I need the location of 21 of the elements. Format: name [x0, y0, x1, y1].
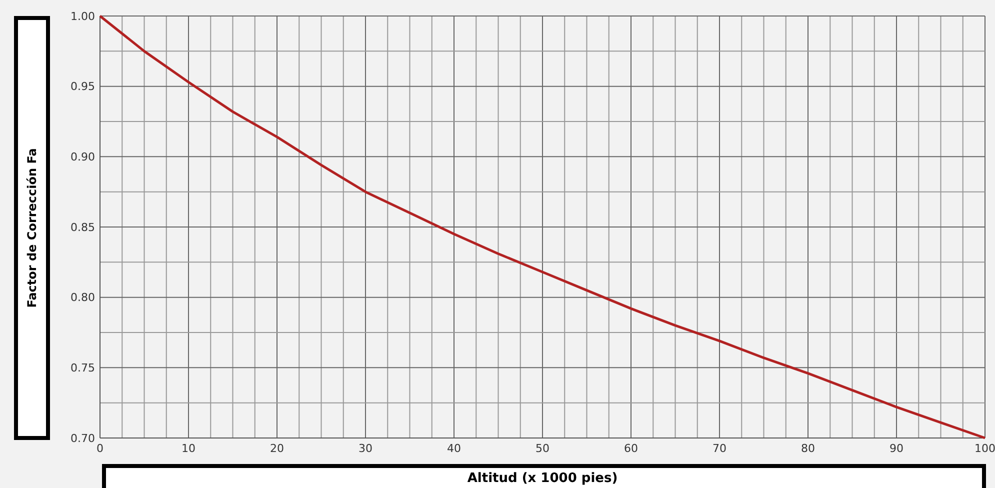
- x-tick-label: 60: [624, 442, 638, 455]
- y-tick-label: 0.75: [70, 362, 95, 375]
- x-tick-label: 100: [974, 442, 995, 455]
- y-axis-title: Factor de Corrección Fa: [25, 148, 39, 308]
- line-series: [98, 14, 986, 440]
- x-tick-label: 50: [536, 442, 550, 455]
- x-tick-label: 0: [96, 442, 104, 455]
- x-tick-label: 70: [712, 442, 726, 455]
- x-tick-label: 90: [890, 442, 904, 455]
- x-tick-label: 20: [270, 442, 284, 455]
- y-tick-label: 0.70: [70, 432, 95, 445]
- x-axis-title: Altitud (x 1000 pies): [467, 471, 618, 486]
- y-tick-label: 0.90: [70, 150, 95, 164]
- y-tick-label: 1.00: [70, 10, 95, 23]
- x-tick-label: 40: [447, 442, 461, 455]
- x-tick-label: 10: [182, 442, 196, 455]
- y-tick-label: 0.95: [70, 80, 95, 94]
- x-tick-label: 30: [358, 442, 372, 455]
- y-tick-label: 0.85: [70, 220, 95, 234]
- x-tick-label: 80: [801, 442, 815, 455]
- y-tick-label: 0.80: [70, 291, 95, 304]
